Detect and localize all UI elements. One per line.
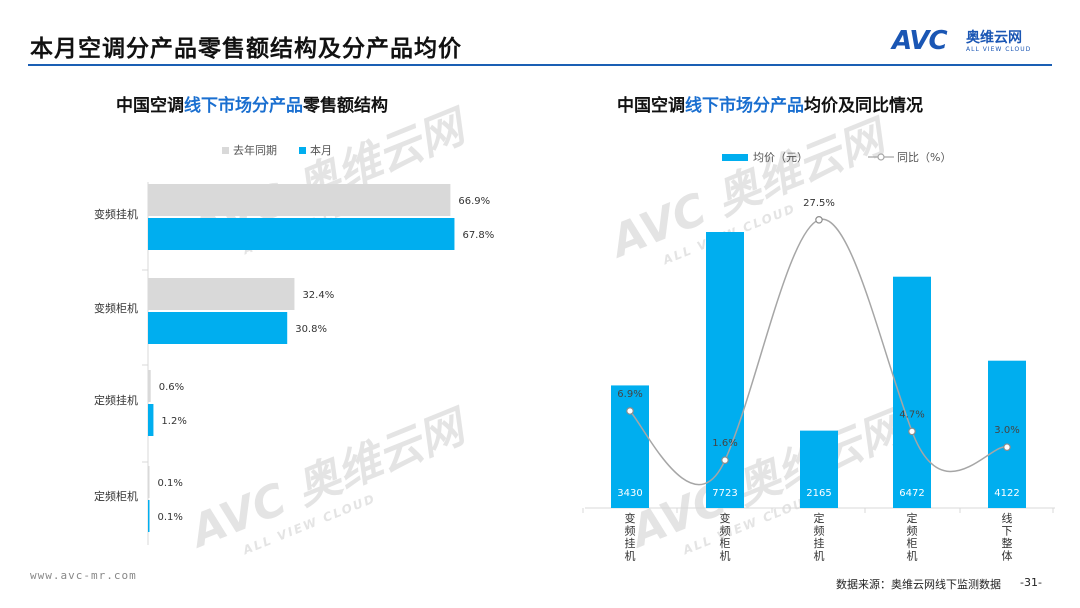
price-bar bbox=[800, 430, 838, 508]
price-bar bbox=[706, 232, 744, 508]
legend-swatch-yoy bbox=[868, 152, 894, 162]
yoy-data-label: 1.6% bbox=[712, 438, 737, 449]
category-label: 变频柜机 bbox=[94, 301, 138, 315]
right-chart-title-highlight: 线下市场分产品 bbox=[685, 96, 804, 116]
right-chart-title: 中国空调线下市场分产品均价及同比情况 bbox=[617, 91, 923, 116]
bar-this-month bbox=[148, 404, 154, 436]
category-label: 变频挂机 bbox=[625, 511, 636, 563]
category-label: 定频挂机 bbox=[814, 511, 825, 563]
price-data-label: 6472 bbox=[899, 488, 924, 499]
legend-swatch-avg-price bbox=[722, 153, 748, 161]
yoy-data-label: 6.9% bbox=[617, 389, 642, 400]
left-chart-title-post: 零售额结构 bbox=[303, 96, 388, 116]
yoy-data-label: 4.7% bbox=[899, 409, 924, 420]
yoy-point bbox=[626, 407, 634, 415]
left-chart-title: 中国空调线下市场分产品零售额结构 bbox=[116, 91, 388, 116]
logo-name-cn: 奥维云网 bbox=[966, 30, 1022, 46]
legend-swatch-last-year bbox=[222, 146, 229, 154]
right-chart-legend: 均价（元） 同比（%） bbox=[722, 149, 951, 165]
yoy-point bbox=[815, 216, 823, 224]
left-chart-title-highlight: 线下市场分产品 bbox=[184, 96, 303, 116]
legend-label-yoy: 同比（%） bbox=[897, 151, 952, 164]
bar-data-label: 0.1% bbox=[158, 478, 183, 489]
yoy-data-label: 27.5% bbox=[803, 198, 835, 209]
price-data-label: 2165 bbox=[806, 488, 831, 499]
category-label: 定频挂机 bbox=[94, 393, 138, 407]
right-chart-title-pre: 中国空调 bbox=[617, 96, 685, 116]
bar-data-label: 32.4% bbox=[302, 290, 334, 301]
logo-mark: AVC bbox=[892, 26, 948, 56]
bar-data-label: 67.8% bbox=[462, 230, 494, 241]
category-label: 定频柜机 bbox=[94, 489, 138, 503]
legend-swatch-this-month bbox=[299, 146, 306, 154]
yoy-data-label: 3.0% bbox=[994, 425, 1019, 436]
page-number: -31- bbox=[1020, 576, 1042, 589]
bar-last-year bbox=[148, 370, 151, 402]
category-label: 定频柜机 bbox=[907, 511, 918, 563]
category-label: 变频柜机 bbox=[720, 511, 731, 563]
bar-this-month bbox=[148, 218, 455, 250]
bar-data-label: 30.8% bbox=[295, 324, 327, 335]
yoy-point bbox=[1003, 443, 1011, 451]
brand-logo: AVC 奥维云网 ALL VIEW CLOUD bbox=[892, 26, 1052, 56]
title-divider bbox=[28, 64, 1052, 66]
left-bar-chart: 66.9% 67.8% 变频挂机 32.4% 30.8% 变频柜机 0.6% 1.2% 定频挂机… bbox=[94, 182, 494, 545]
bar-last-year bbox=[148, 278, 295, 310]
data-source: 数据来源：奥维云网线下监测数据 bbox=[836, 578, 1001, 591]
bar-this-month bbox=[148, 312, 288, 344]
category-label: 线下整体 bbox=[1002, 511, 1013, 563]
price-data-label: 7723 bbox=[712, 488, 737, 499]
right-chart-title-post: 均价及同比情况 bbox=[804, 96, 923, 116]
bar-data-label: 1.2% bbox=[161, 416, 186, 427]
yoy-point bbox=[721, 456, 729, 464]
legend-label-last-year: 去年同期 bbox=[233, 144, 277, 157]
legend-label-avg-price: 均价（元） bbox=[753, 151, 808, 164]
price-bar bbox=[988, 360, 1026, 508]
bar-last-year bbox=[148, 184, 451, 216]
price-bar bbox=[893, 276, 931, 508]
bar-data-label: 0.1% bbox=[158, 512, 183, 523]
logo-name-en: ALL VIEW CLOUD bbox=[966, 46, 1032, 53]
category-label: 变频挂机 bbox=[94, 207, 138, 221]
price-data-label: 3430 bbox=[617, 488, 642, 499]
bar-this-month bbox=[148, 500, 150, 532]
price-bar bbox=[611, 385, 649, 508]
left-chart-legend: 去年同期 本月 bbox=[222, 142, 332, 158]
bar-data-label: 66.9% bbox=[458, 196, 490, 207]
page-title: 本月空调分产品零售额结构及分产品均价 bbox=[30, 36, 462, 62]
bar-last-year bbox=[148, 466, 150, 498]
legend-label-this-month: 本月 bbox=[310, 144, 332, 157]
bar-data-label: 0.6% bbox=[159, 382, 184, 393]
yoy-point bbox=[908, 427, 916, 436]
left-chart-title-pre: 中国空调 bbox=[116, 96, 184, 116]
price-data-label: 4122 bbox=[994, 488, 1019, 499]
footer-url: www.avc-mr.com bbox=[30, 569, 137, 582]
